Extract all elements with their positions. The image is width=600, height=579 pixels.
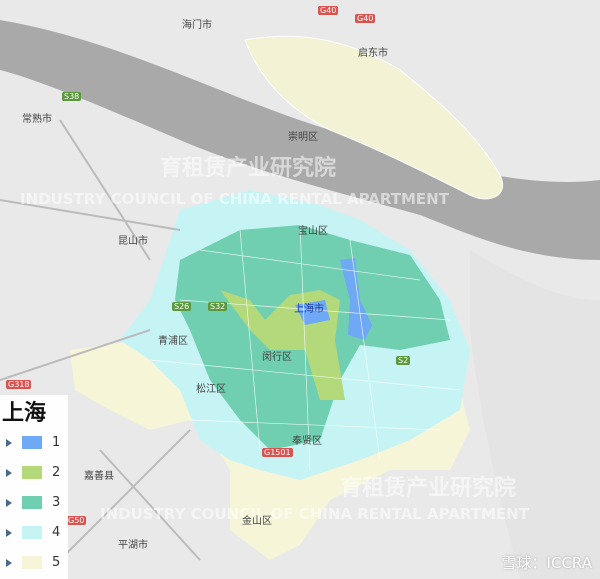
legend: 上海 1 2 3 4 5 <box>0 395 68 579</box>
highway-badge: S26 <box>172 302 192 311</box>
highway-badge: S38 <box>62 92 82 101</box>
roads <box>0 119 201 561</box>
place-label: 常熟市 <box>22 114 52 125</box>
place-label: 崇明区 <box>288 132 318 143</box>
yangtze-river <box>0 20 600 260</box>
place-label: 启东市 <box>358 48 388 59</box>
legend-label: 4 <box>52 525 61 540</box>
place-label: 松江区 <box>196 384 226 395</box>
legend-title: 上海 <box>2 400 47 426</box>
legend-swatch <box>22 556 42 569</box>
expand-arrow-icon[interactable] <box>6 558 12 567</box>
legend-swatch <box>22 466 42 479</box>
legend-swatch <box>22 496 42 509</box>
watermark-en-2: INDUSTRY COUNCIL OF CHINA RENTAL APARTME… <box>100 505 529 523</box>
expand-arrow-icon[interactable] <box>6 438 12 447</box>
expand-arrow-icon[interactable] <box>6 498 12 507</box>
place-label: 上海市 <box>294 304 324 315</box>
expand-arrow-icon[interactable] <box>6 528 12 537</box>
highway-badge: G1501 <box>262 448 293 457</box>
legend-item-3[interactable]: 3 <box>6 495 60 510</box>
region-1 <box>295 258 372 340</box>
place-label: 嘉善县 <box>84 471 114 482</box>
place-label: 昆山市 <box>118 236 148 247</box>
place-label: 奉贤区 <box>292 436 322 447</box>
legend-item-1[interactable]: 1 <box>6 435 60 450</box>
place-label: 青浦区 <box>158 336 188 347</box>
place-label: 宝山区 <box>298 226 328 237</box>
legend-label: 3 <box>52 495 61 510</box>
legend-swatch <box>22 436 42 449</box>
highway-badge: G50 <box>66 516 87 525</box>
legend-item-5[interactable]: 5 <box>6 555 60 570</box>
highway-badge: G318 <box>6 380 32 389</box>
highway-badge: G40 <box>355 14 376 23</box>
legend-item-2[interactable]: 2 <box>6 465 60 480</box>
expand-arrow-icon[interactable] <box>6 468 12 477</box>
highway-badge: S2 <box>396 356 411 365</box>
district-borders <box>149 224 461 471</box>
credit-watermark: 雪球：ICCRA <box>501 554 592 572</box>
legend-swatch <box>22 526 42 539</box>
highway-badge: S32 <box>208 302 228 311</box>
highway-badge: G40 <box>318 6 339 15</box>
place-label: 海门市 <box>182 20 212 31</box>
watermark-cn: 育租赁产业研究院 <box>160 156 337 181</box>
place-label: 金山区 <box>242 516 272 527</box>
place-label: 平湖市 <box>118 540 148 551</box>
watermark-cn-2: 育租赁产业研究院 <box>340 476 517 501</box>
sea <box>470 250 600 579</box>
legend-label: 5 <box>52 555 61 570</box>
chongming-island <box>244 35 504 200</box>
place-label: 闵行区 <box>262 352 292 363</box>
legend-label: 1 <box>52 435 61 450</box>
legend-item-4[interactable]: 4 <box>6 525 60 540</box>
watermark-en: INDUSTRY COUNCIL OF CHINA RENTAL APARTME… <box>20 190 449 208</box>
legend-label: 2 <box>52 465 61 480</box>
